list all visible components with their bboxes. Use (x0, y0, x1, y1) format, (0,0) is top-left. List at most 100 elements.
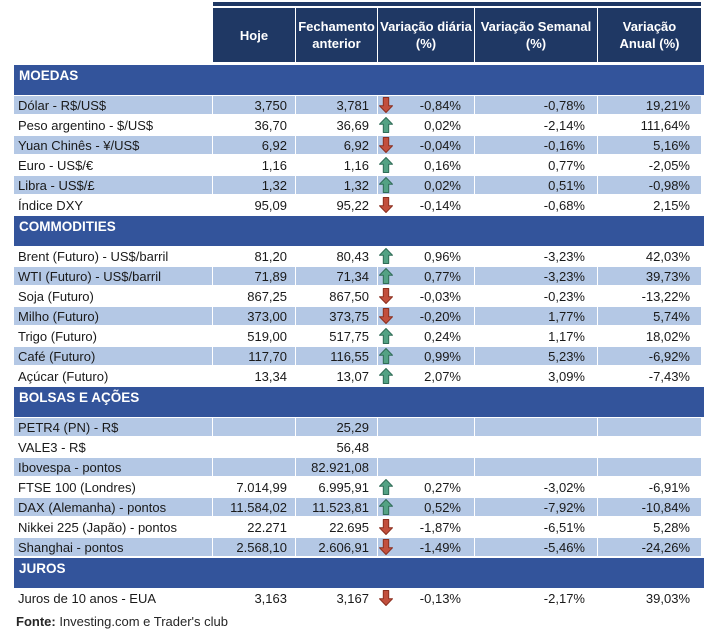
table-top-border (213, 2, 701, 6)
cell-variacao-semanal: -2,14% (475, 116, 598, 135)
cell-variacao-semanal: -3,23% (475, 247, 598, 266)
variacao-diaria-value: 0,77% (424, 268, 461, 284)
cell-variacao-diaria: 0,27% (378, 478, 475, 497)
cell-variacao-anual: -6,91% (598, 478, 701, 497)
cell-variacao-diaria: -0,13% (378, 589, 475, 608)
cell-variacao-anual: 5,74% (598, 307, 701, 326)
row-label: Brent (Futuro) - US$/barril (14, 247, 213, 266)
cell-variacao-semanal: -0,78% (475, 96, 598, 115)
cell-hoje: 2.568,10 (213, 538, 296, 557)
cell-variacao-diaria: 0,99% (378, 347, 475, 366)
trend-up-icon (379, 176, 394, 194)
row-label: Ibovespa - pontos (14, 458, 213, 477)
cell-variacao-diaria: 0,02% (378, 116, 475, 135)
cell-hoje: 3,750 (213, 96, 296, 115)
cell-variacao-anual (598, 438, 701, 457)
cell-variacao-anual (598, 418, 701, 437)
column-header-fechamento: Fechamento anterior (296, 8, 378, 62)
cell-variacao-semanal (475, 418, 598, 437)
trend-none (379, 458, 394, 476)
trend-down-icon (379, 287, 394, 305)
cell-variacao-anual: -2,05% (598, 156, 701, 175)
row-label: Peso argentino - $/US$ (14, 116, 213, 135)
cell-fechamento-anterior: 95,22 (296, 196, 378, 215)
cell-hoje: 373,00 (213, 307, 296, 326)
trend-up-icon (379, 347, 394, 365)
table-row-wti-futuro-us-barril: WTI (Futuro) - US$/barril 71,89 71,34 0,77%… (14, 267, 701, 287)
cell-hoje: 117,70 (213, 347, 296, 366)
cell-variacao-semanal: -3,02% (475, 478, 598, 497)
cell-variacao-semanal: -0,68% (475, 196, 598, 215)
section-header-moedas: MOEDAS (14, 65, 704, 96)
row-label: DAX (Alemanha) - pontos (14, 498, 213, 517)
row-label: Milho (Futuro) (14, 307, 213, 326)
cell-variacao-semanal (475, 438, 598, 457)
cell-variacao-semanal: -3,23% (475, 267, 598, 286)
cell-fechamento-anterior: 116,55 (296, 347, 378, 366)
table-row-yuan-chines-us: Yuan Chinês - ¥/US$ 6,92 6,92 -0,04% -0,16% 5… (14, 136, 701, 156)
row-label: PETR4 (PN) - R$ (14, 418, 213, 437)
cell-fechamento-anterior: 11.523,81 (296, 498, 378, 517)
table-row-acucar-futuro: Açúcar (Futuro) 13,34 13,07 2,07% 3,09% -7,43… (14, 367, 701, 387)
section-header-juros: JUROS (14, 558, 704, 589)
cell-hoje (213, 438, 296, 457)
table-body: MOEDAS Dólar - R$/US$ 3,750 3,781 -0,84% -0,7… (0, 65, 704, 609)
variacao-diaria-value: -1,49% (419, 539, 461, 555)
column-header-row: Hoje Fechamento anterior Variação diária (… (14, 8, 701, 62)
cell-variacao-diaria (378, 418, 475, 437)
row-label: Yuan Chinês - ¥/US$ (14, 136, 213, 155)
cell-variacao-anual: -7,43% (598, 367, 701, 386)
variacao-diaria-value: 0,02% (424, 117, 461, 133)
cell-hoje: 95,09 (213, 196, 296, 215)
trend-down-icon (379, 96, 394, 114)
variacao-diaria-value: 0,52% (424, 499, 461, 515)
cell-variacao-diaria (378, 458, 475, 477)
cell-fechamento-anterior: 80,43 (296, 247, 378, 266)
table-row-euro-us: Euro - US$/€ 1,16 1,16 0,16% 0,77% -2,05% (14, 156, 701, 176)
cell-variacao-semanal: -6,51% (475, 518, 598, 537)
cell-fechamento-anterior: 3,167 (296, 589, 378, 608)
cell-variacao-anual: 42,03% (598, 247, 701, 266)
cell-variacao-semanal: -2,17% (475, 589, 598, 608)
cell-hoje: 1,16 (213, 156, 296, 175)
cell-variacao-diaria: -0,20% (378, 307, 475, 326)
cell-variacao-anual: 111,64% (598, 116, 701, 135)
cell-variacao-anual: -13,22% (598, 287, 701, 306)
section-header-bolsas-e-acoes: BOLSAS E AÇÕES (14, 387, 704, 418)
cell-variacao-diaria (378, 438, 475, 457)
variacao-diaria-value: 0,16% (424, 157, 461, 173)
cell-variacao-anual: -10,84% (598, 498, 701, 517)
cell-variacao-semanal: 1,17% (475, 327, 598, 346)
cell-variacao-diaria: -0,14% (378, 196, 475, 215)
source-text: Investing.com e Trader's club (55, 614, 229, 629)
table-row-soja-futuro: Soja (Futuro) 867,25 867,50 -0,03% -0,23% -13… (14, 287, 701, 307)
table-row-trigo-futuro: Trigo (Futuro) 519,00 517,75 0,24% 1,17% 18,0… (14, 327, 701, 347)
cell-variacao-diaria: -0,84% (378, 96, 475, 115)
table-row-shanghai-pontos: Shanghai - pontos 2.568,10 2.606,91 -1,49% -… (14, 538, 701, 558)
source-note: Fonte: Investing.com e Trader's club (16, 614, 704, 629)
cell-variacao-diaria: -1,87% (378, 518, 475, 537)
cell-variacao-anual: 39,73% (598, 267, 701, 286)
variacao-diaria-value: 0,99% (424, 348, 461, 364)
row-label: WTI (Futuro) - US$/barril (14, 267, 213, 286)
variacao-diaria-value: 0,02% (424, 177, 461, 193)
trend-down-icon (379, 307, 394, 325)
row-label: Trigo (Futuro) (14, 327, 213, 346)
trend-up-icon (379, 116, 394, 134)
table-row-peso-argentino-us: Peso argentino - $/US$ 36,70 36,69 0,02% -2,… (14, 116, 701, 136)
row-label: FTSE 100 (Londres) (14, 478, 213, 497)
cell-fechamento-anterior: 3,781 (296, 96, 378, 115)
cell-variacao-anual: 19,21% (598, 96, 701, 115)
variacao-diaria-value: -0,14% (419, 197, 461, 213)
row-label: Nikkei 225 (Japão) - pontos (14, 518, 213, 537)
row-label: Soja (Futuro) (14, 287, 213, 306)
source-label: Fonte: (16, 614, 56, 629)
table-row-indice-dxy: Índice DXY 95,09 95,22 -0,14% -0,68% 2,15% (14, 196, 701, 216)
variacao-diaria-value: 0,27% (424, 479, 461, 495)
cell-variacao-anual: -6,92% (598, 347, 701, 366)
header-corner-blank (14, 8, 213, 62)
cell-variacao-semanal: -0,16% (475, 136, 598, 155)
trend-down-icon (379, 538, 394, 556)
cell-variacao-semanal: 1,77% (475, 307, 598, 326)
cell-variacao-diaria: 0,02% (378, 176, 475, 195)
